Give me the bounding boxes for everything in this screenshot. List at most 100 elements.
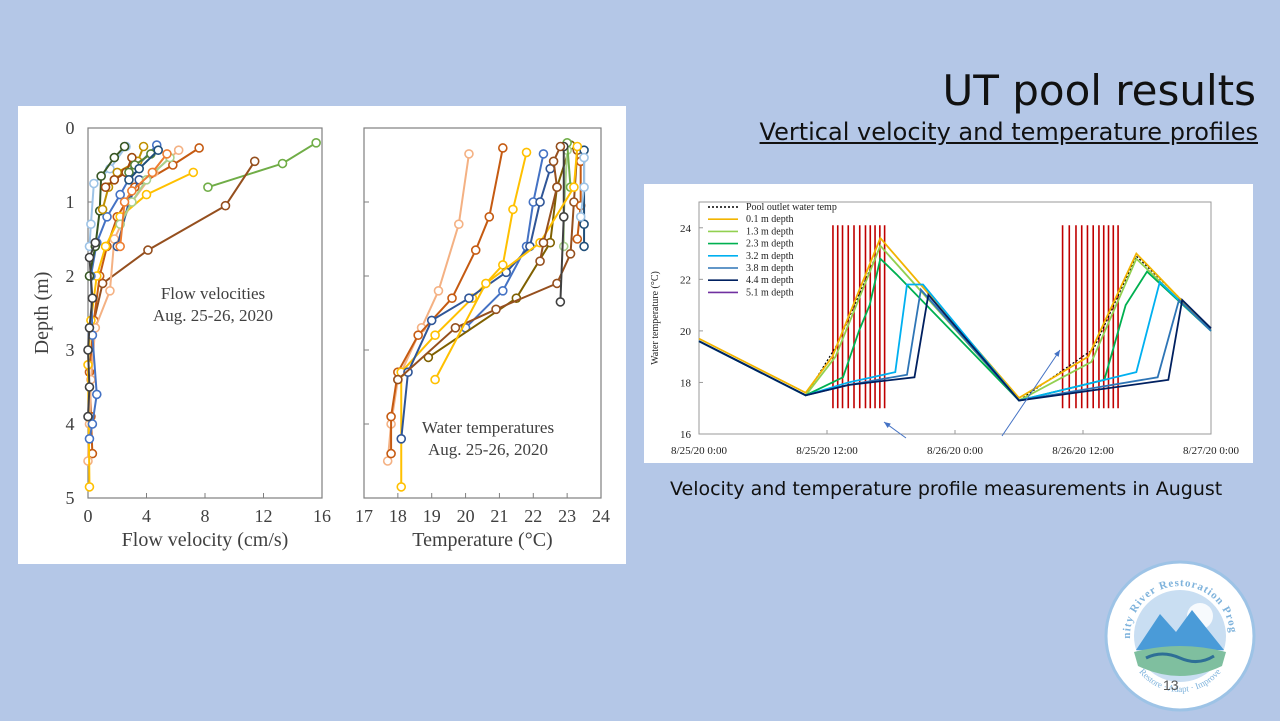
data-point (84, 252, 95, 263)
data-point (508, 204, 518, 215)
data-point (100, 182, 111, 192)
data-point (538, 149, 549, 159)
data-point (138, 141, 149, 152)
x-tick-label: 8/25/20 0:00 (671, 445, 727, 457)
data-point (548, 156, 559, 167)
data-point (491, 304, 501, 315)
data-point (464, 149, 474, 159)
x-tick-label: 0 (84, 506, 93, 526)
annotation-arrow-head (884, 422, 891, 428)
data-point (84, 482, 95, 492)
data-point (127, 186, 137, 196)
data-point (555, 297, 566, 307)
data-point (249, 156, 260, 167)
y-tick-label: 16 (680, 429, 692, 441)
data-point (119, 197, 130, 207)
series-line-3 (698, 256, 1212, 402)
data-point (124, 175, 134, 185)
data-point (426, 315, 437, 326)
data-point (100, 241, 111, 252)
x-axis-title: Temperature (°C) (412, 529, 552, 551)
data-point (386, 448, 396, 459)
legend-label: Pool outlet water temp (746, 202, 837, 213)
y-tick-label: 18 (680, 377, 692, 389)
legend-label: 1.3 m depth (746, 226, 794, 237)
data-point (572, 234, 583, 244)
data-point (115, 189, 125, 200)
data-point (141, 175, 152, 185)
data-point (464, 293, 474, 303)
data-point (569, 182, 579, 192)
data-point (565, 249, 576, 259)
data-point (552, 182, 562, 192)
data-point (97, 204, 108, 215)
legend-label: 3.8 m depth (746, 263, 794, 274)
legend-label: 3.2 m depth (746, 251, 794, 262)
x-tick-label: 17 (355, 506, 373, 526)
data-point (386, 411, 396, 422)
y-tick-label: 20 (680, 326, 692, 338)
data-point (220, 200, 231, 211)
data-point (535, 256, 545, 266)
data-point (430, 374, 440, 385)
data-point (396, 433, 407, 444)
data-point (84, 271, 95, 281)
data-point (84, 382, 95, 392)
data-point (119, 141, 130, 152)
x-tick-label: 12 (255, 506, 273, 526)
data-point (91, 389, 102, 400)
x-tick-label: 22 (524, 506, 542, 526)
data-point (87, 419, 98, 429)
data-point (450, 323, 461, 333)
data-point (86, 219, 96, 229)
x-tick-label: 19 (423, 506, 441, 526)
timeseries-chart-svg: 16 18 20 22 24 8/25/20 0:00 8/25/20 12:00 8/26/… (650, 201, 1239, 457)
data-point (153, 145, 163, 156)
y-tick-label: 3 (66, 340, 75, 360)
series-line-8 (566, 142, 572, 188)
chart-annotation-line1: Flow velocities (161, 284, 265, 303)
data-point (87, 293, 98, 303)
data-point (115, 241, 125, 252)
data-point (83, 411, 93, 422)
data-point (203, 182, 213, 192)
y-tick-label: 22 (680, 274, 691, 286)
x-tick-label: 23 (558, 506, 576, 526)
data-point (521, 147, 532, 158)
data-point (84, 323, 95, 333)
chart-annotation-line2: Aug. 25-26, 2020 (153, 306, 273, 325)
x-tick-label: 8/26/20 0:00 (927, 445, 983, 457)
data-point (143, 245, 153, 255)
x-tick-label: 21 (490, 506, 508, 526)
chart-annotation-line2: Aug. 25-26, 2020 (428, 440, 548, 459)
data-point (173, 145, 184, 156)
data-point (579, 182, 589, 192)
data-point (555, 141, 566, 152)
data-point (109, 175, 120, 185)
profile-charts-panel: 0 4 8 12 16 0 1 2 3 4 5 Flow velocity (cm/s) Depth (… (18, 106, 626, 564)
x-tick-label: 8 (201, 506, 210, 526)
data-point (89, 178, 99, 189)
data-point (498, 143, 508, 153)
timeseries-chart-panel: 16 18 20 22 24 8/25/20 0:00 8/25/20 12:00 8/26/… (644, 184, 1253, 463)
data-point (188, 167, 199, 178)
series-line-9 (119, 156, 171, 225)
x-tick-label: 4 (142, 506, 151, 526)
data-point (162, 149, 172, 159)
data-point (535, 197, 545, 207)
data-point (277, 158, 288, 169)
trrp-logo-icon: Trinity River Restoration Program Restor… (1095, 547, 1256, 712)
legend-label: 4.4 m depth (746, 275, 794, 286)
data-point (90, 237, 101, 248)
slide-title: UT pool results (942, 66, 1256, 115)
x-tick-label: 8/25/20 12:00 (796, 445, 858, 457)
data-point (109, 152, 120, 163)
data-point (396, 482, 407, 492)
x-tick-label: 20 (457, 506, 475, 526)
annotation-arrow-head (1054, 350, 1060, 357)
x-tick-label: 8/26/20 12:00 (1052, 445, 1114, 457)
data-point (413, 330, 423, 340)
data-point (96, 171, 106, 181)
x-axis-title: Flow velocity (cm/s) (122, 529, 289, 551)
data-point (194, 143, 204, 153)
